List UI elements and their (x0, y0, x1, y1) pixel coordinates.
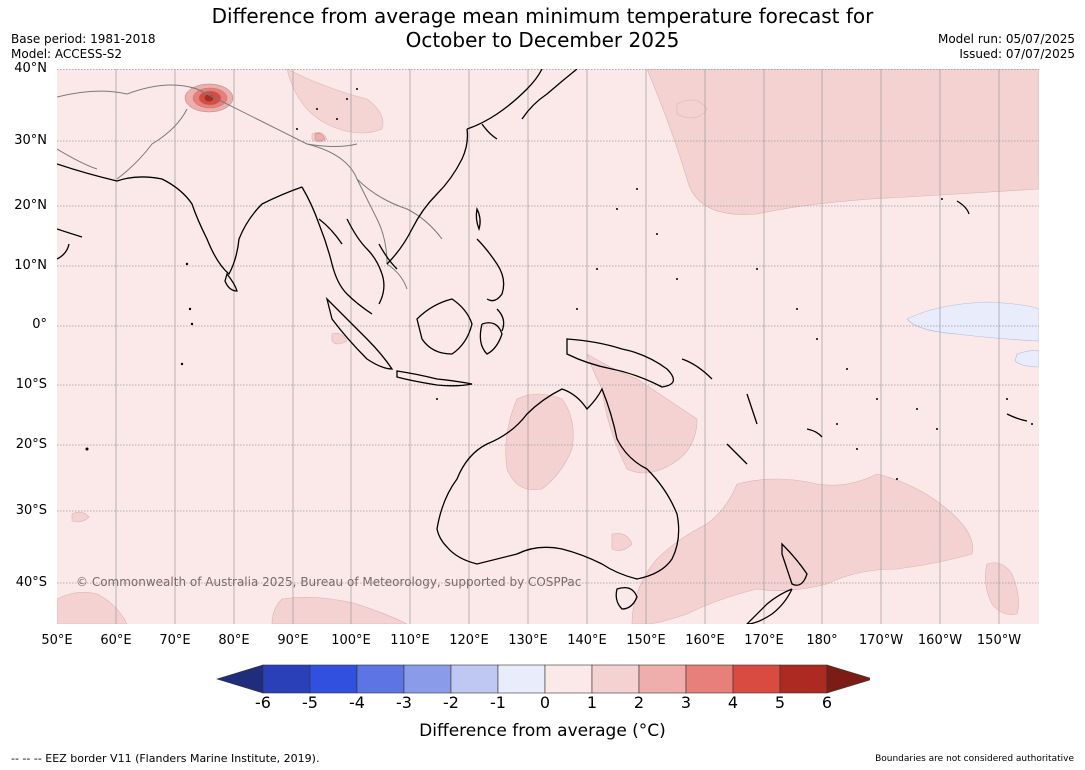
lon-label-150e: 150°E (626, 633, 666, 648)
country-borders (57, 84, 443, 290)
model-name: Model: ACCESS-S2 (11, 47, 123, 61)
lat-label-40n: 40°N (14, 61, 47, 76)
title-line-2: October to December 2025 (405, 28, 680, 52)
coastlines (57, 69, 1028, 624)
model-run: Model run: 05/07/2025 (937, 32, 1075, 46)
colorbar-cell (638, 664, 687, 694)
lon-label-90e: 90°E (277, 633, 309, 648)
lon-label-170e: 170°E (744, 633, 784, 648)
lon-label-100e: 100°E (331, 633, 371, 648)
colorbar (216, 664, 870, 694)
colorbar-tick-label: 2 (633, 693, 645, 712)
meta-left: Base period: 1981-2018 Model: ACCESS-S2 (11, 32, 156, 62)
colorbar-cell (779, 664, 828, 694)
lat-label-40s: 40°S (15, 575, 47, 590)
colorbar-tick-label: 0 (539, 693, 551, 712)
colorbar-tick-label: 1 (586, 693, 598, 712)
lat-label-10s: 10°S (15, 377, 47, 392)
lon-label-60e: 60°E (100, 633, 132, 648)
eez-note: -- -- -- EEZ border V11 (Flanders Marine… (11, 752, 320, 765)
lon-label-180: 180° (806, 633, 838, 648)
colorbar-tick-label: -2 (443, 693, 459, 712)
lon-label-120e: 120°E (449, 633, 489, 648)
colorbar-tick-label: 3 (680, 693, 692, 712)
lon-label-80e: 80°E (218, 633, 250, 648)
lon-label-160e: 160°E (685, 633, 725, 648)
colorbar-cell (450, 664, 499, 694)
copyright-notice: © Commonwealth of Australia 2025, Bureau… (76, 575, 582, 589)
lat-label-30n: 30°N (14, 133, 47, 148)
lon-label-110e: 110°E (390, 633, 430, 648)
forecast-map (57, 69, 1039, 624)
colorbar-tick-label: 4 (727, 693, 739, 712)
colorbar-cell (403, 664, 452, 694)
colorbar-tick-label: 6 (821, 693, 833, 712)
lat-label-30s: 30°S (15, 503, 47, 518)
colorbar-extend-high (826, 664, 870, 694)
colorbar-title: Difference from average (°C) (419, 721, 666, 741)
lon-label-170w: 170°W (858, 633, 904, 648)
issued-date: Issued: 07/07/2025 (959, 47, 1075, 61)
meta-right: Model run: 05/07/2025 Issued: 07/07/2025 (938, 32, 1075, 62)
colorbar-cell (497, 664, 546, 694)
lat-label-20s: 20°S (15, 437, 47, 452)
colorbar-extend-low (216, 664, 264, 694)
title-line-1: Difference from average mean minimum tem… (211, 4, 874, 28)
colorbar-cell (309, 664, 358, 694)
lon-label-70e: 70°E (159, 633, 191, 648)
colorbar-cell (685, 664, 734, 694)
map-title: Difference from average mean minimum tem… (0, 4, 1085, 52)
lat-label-10n: 10°N (14, 258, 47, 273)
colorbar-tick-label: -5 (302, 693, 318, 712)
colorbar-cell (732, 664, 781, 694)
colorbar-tick-label: 5 (774, 693, 786, 712)
base-period: Base period: 1981-2018 (11, 32, 156, 46)
anomaly-1-2-regions (57, 69, 1039, 624)
colorbar-tick-label: -3 (396, 693, 412, 712)
lon-label-150w: 150°W (976, 633, 1022, 648)
colorbar-cell (591, 664, 640, 694)
lon-label-140e: 140°E (567, 633, 607, 648)
lon-label-50e: 50°E (41, 633, 73, 648)
boundaries-disclaimer: Boundaries are not considered authoritat… (875, 754, 1074, 764)
colorbar-cell (544, 664, 593, 694)
meridians (115, 69, 1000, 624)
lon-label-130e: 130°E (508, 633, 548, 648)
small-islands (85, 88, 1033, 480)
colorbar-cell (356, 664, 405, 694)
colorbar-tick-label: -1 (490, 693, 506, 712)
colorbar-cell (262, 664, 311, 694)
lat-label-20n: 20°N (14, 198, 47, 213)
lon-label-160w: 160°W (917, 633, 963, 648)
colorbar-tick-label: -4 (349, 693, 365, 712)
lat-label-eq: 0° (32, 317, 47, 332)
colorbar-tick-label: -6 (255, 693, 271, 712)
